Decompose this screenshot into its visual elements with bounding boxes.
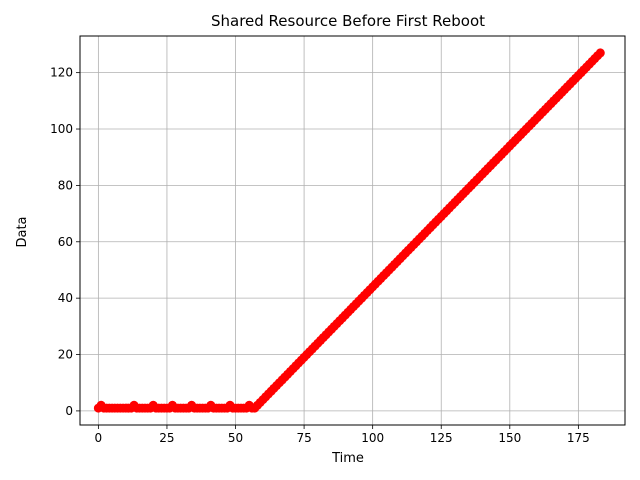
data-point <box>595 48 605 58</box>
x-axis-label: Time <box>331 451 364 466</box>
y-tick-label: 0 <box>65 404 73 418</box>
x-tick-label: 100 <box>361 431 384 445</box>
x-tick-label: 150 <box>498 431 521 445</box>
plot-frame <box>79 35 626 426</box>
y-tick-label: 80 <box>58 178 73 192</box>
y-tick-label: 100 <box>50 122 73 136</box>
y-tick-label: 20 <box>58 348 73 362</box>
axis-ticks: 0 25 50 75 100 125 150 175 0 20 40 60 80 100 120 <box>50 66 590 445</box>
chart-title: Shared Resource Before First Reboot <box>211 12 485 30</box>
x-tick-label: 50 <box>228 431 243 445</box>
x-tick-label: 0 <box>95 431 103 445</box>
x-tick-label: 75 <box>296 431 311 445</box>
x-tick-label: 175 <box>567 431 590 445</box>
y-tick-label: 120 <box>50 66 73 80</box>
data-points <box>93 48 605 413</box>
x-tick-label: 125 <box>430 431 453 445</box>
y-tick-label: 60 <box>58 235 73 249</box>
x-tick-label: 25 <box>159 431 174 445</box>
y-axis-label: Data <box>15 216 30 247</box>
y-tick-label: 40 <box>58 291 73 305</box>
